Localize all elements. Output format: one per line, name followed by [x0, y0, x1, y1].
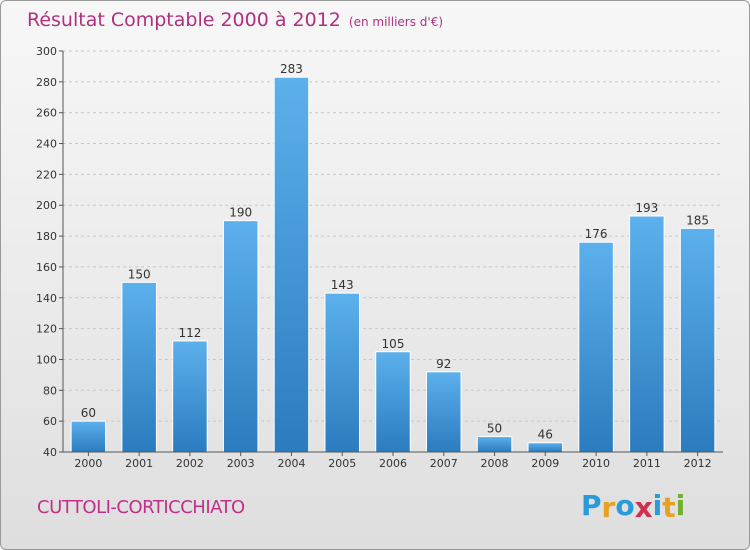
y-tick-label: 40	[43, 446, 57, 459]
y-tick-label: 240	[36, 138, 57, 151]
bar-2004	[273, 76, 310, 453]
y-axis: 40 60 80 100 120 140 160 180 200 220 240 260 280 300	[36, 45, 64, 459]
x-axis: 2000 2001 2002 2003 2004 2005 2006 2007 2008 2009…	[63, 451, 723, 470]
y-tick-label: 120	[36, 323, 57, 336]
x-tick-label: 2008	[481, 457, 509, 470]
bar-value-label: 50	[487, 422, 502, 436]
x-tick-label: 2010	[582, 457, 610, 470]
bar-value-label: 283	[280, 62, 303, 76]
bars: 60 150 112 190 283 143 105 92 50 46 176 193 185	[70, 62, 716, 453]
y-tick-label: 220	[36, 168, 57, 181]
bar-value-label: 190	[229, 206, 252, 220]
x-tick-label: 2005	[328, 457, 356, 470]
y-tick-label: 160	[36, 261, 57, 274]
bar-value-label: 92	[436, 357, 451, 371]
city-name: CUTTOLI-CORTICCHIATO	[37, 497, 245, 518]
logo-letter: o	[615, 489, 635, 522]
bar-value-label: 60	[81, 406, 96, 420]
x-tick-label: 2007	[430, 457, 458, 470]
bar-2003	[222, 220, 259, 453]
bar-2009	[527, 442, 564, 453]
bar-value-label: 46	[538, 428, 553, 442]
x-tick-label: 2000	[74, 457, 102, 470]
y-tick-label: 60	[43, 415, 57, 428]
bar-value-label: 112	[178, 326, 201, 340]
logo-letter: t	[662, 491, 676, 524]
bar-value-label: 185	[686, 213, 709, 227]
bar-value-label: 143	[331, 278, 354, 292]
y-tick-label: 280	[36, 76, 57, 89]
bar-2005	[324, 292, 360, 453]
bar-2006	[375, 351, 411, 453]
x-tick-label: 2002	[176, 457, 204, 470]
logo-letter: r	[601, 491, 616, 524]
chart-title-main: Résultat Comptable 2000 à 2012	[27, 9, 341, 31]
x-tick-label: 2011	[633, 457, 661, 470]
bar-2001	[121, 281, 157, 453]
bar-value-label: 176	[585, 227, 608, 241]
x-tick-label: 2003	[227, 457, 255, 470]
proxiti-logo: Proxiti	[581, 489, 686, 524]
x-tick-label: 2012	[684, 457, 712, 470]
x-tick-label: 2006	[379, 457, 407, 470]
bar-value-label: 193	[635, 201, 658, 215]
bar-2002	[172, 340, 208, 453]
bar-2011	[629, 215, 665, 453]
chart-title: Résultat Comptable 2000 à 2012 (en millie…	[27, 9, 443, 31]
y-tick-label: 100	[36, 353, 57, 366]
y-tick-label: 180	[36, 230, 57, 243]
bar-2010	[578, 241, 614, 453]
bar-2012	[679, 227, 716, 453]
x-tick-label: 2001	[125, 457, 153, 470]
y-tick-label: 300	[36, 45, 57, 58]
x-tick-label: 2009	[531, 457, 559, 470]
logo-letter: P	[581, 489, 602, 522]
logo-letter: x	[634, 491, 653, 524]
bar-2008	[476, 436, 513, 453]
bar-value-label: 150	[128, 267, 151, 281]
chart-title-unit: (en milliers d'€)	[348, 15, 444, 29]
x-tick-label: 2004	[277, 457, 305, 470]
y-tick-label: 80	[43, 384, 57, 397]
y-tick-label: 140	[36, 292, 57, 305]
bar-value-label: 105	[382, 337, 405, 351]
y-tick-label: 200	[36, 199, 57, 212]
bar-2007	[426, 371, 462, 453]
bar-2000	[70, 420, 107, 453]
y-tick-label: 260	[36, 107, 57, 120]
logo-letter: i	[675, 489, 686, 522]
logo-letter: i	[652, 489, 663, 522]
